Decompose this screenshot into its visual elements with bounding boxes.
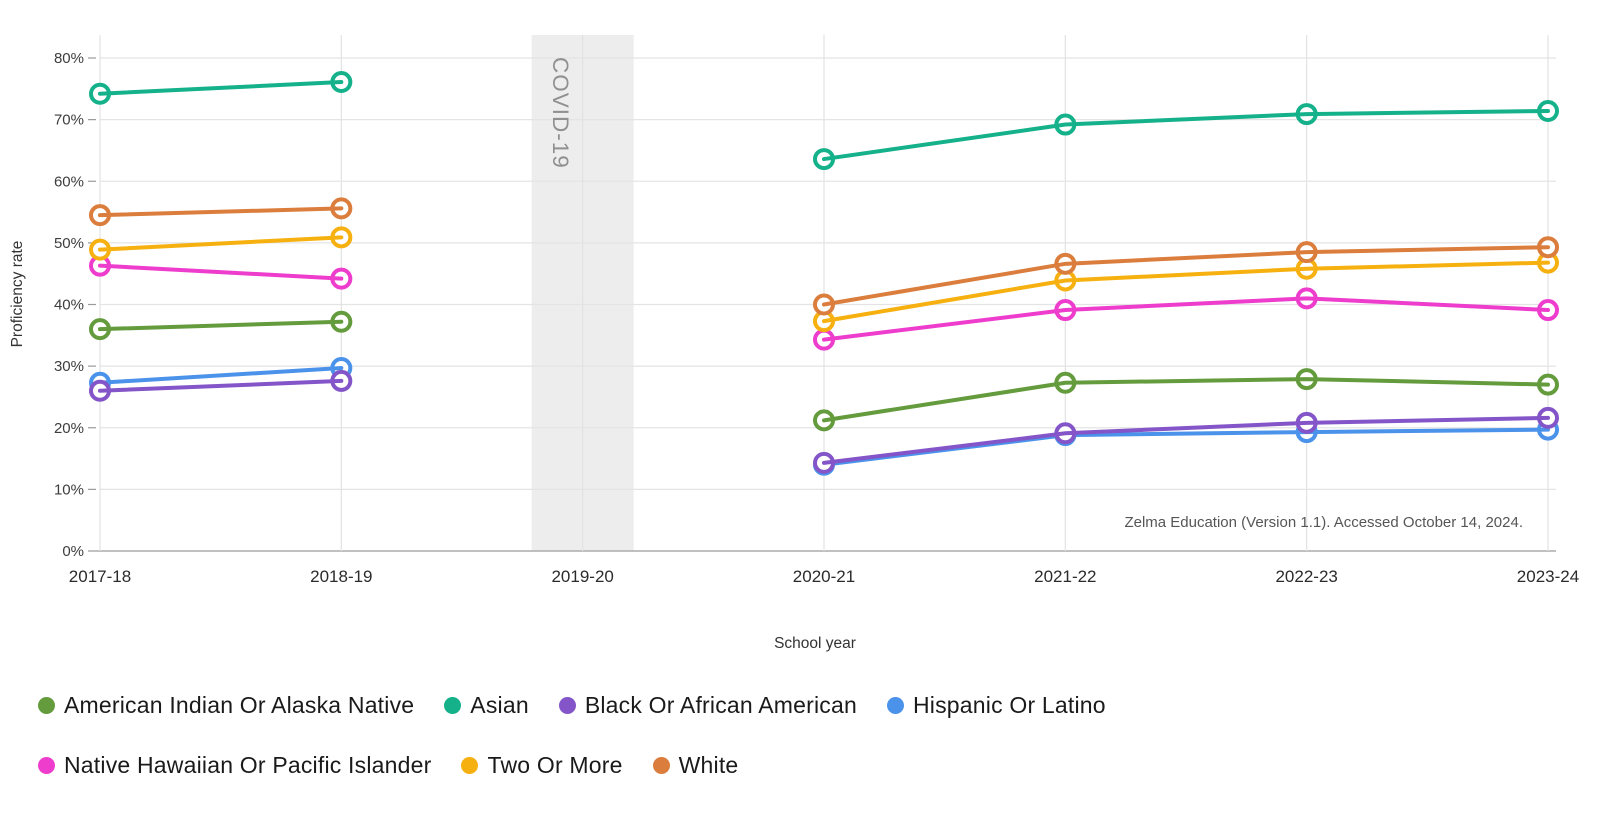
legend-label: American Indian Or Alaska Native [64,692,415,718]
legend-dot-icon [558,697,576,714]
y-axis-tick-label: 40% [54,297,84,314]
x-axis-tick-label: 2018-19 [310,567,372,586]
series-white [89,197,1559,316]
y-axis-tick-label: 30% [54,358,84,375]
series-line [822,377,1550,423]
series-two-or-more [89,226,1559,333]
legend-dot-icon [38,697,55,714]
series-native-hawaiian-or-pacific-islander [89,254,1559,351]
legend-dot-icon [38,757,55,774]
axis-ticks [88,57,96,552]
series-line [98,365,344,385]
x-axis-tick-label: 2017-18 [69,567,131,586]
proficiency-line-chart: COVID-19 0% 10% 20% 30% 40% 50% 60% 70% 80% 2017… [9,35,1579,652]
legend-dot-icon [886,697,904,714]
series-line [822,415,1550,465]
legend: American Indian Or Alaska Native Asian Bla… [38,692,1106,779]
y-axis-tick-label: 0% [62,543,84,560]
series-line [98,319,344,332]
legend-row: American Indian Or Alaska Native Asian Bla… [38,692,1106,719]
legend-item-hispanic-or-latino[interactable]: Hispanic Or Latino [886,692,1106,719]
series-line [98,378,344,393]
y-axis-title: Proficiency rate [9,241,26,348]
legend-label: Black Or African American [584,692,857,718]
y-axis-tick-label: 60% [54,173,84,190]
x-axis-tick-label: 2020-21 [793,567,855,586]
legend-item-native-hawaiian-or-pacific-islander[interactable]: Native Hawaiian Or Pacific Islander [38,752,431,779]
x-axis-tick-label: 2019-20 [551,567,613,586]
series-line [98,206,344,218]
y-axis-tick-label: 10% [54,481,84,498]
series-lines [89,71,1559,476]
legend-label: Native Hawaiian Or Pacific Islander [64,752,432,778]
legend-dot-icon [652,757,670,774]
legend-item-white[interactable]: White [652,752,739,779]
y-axis-tick-label: 70% [54,112,84,129]
legend-label: Asian [470,692,529,718]
x-axis-tick-label: 2021-22 [1034,567,1096,586]
y-axis-tick-label: 50% [54,235,84,252]
legend-label: Hispanic Or Latino [912,692,1106,718]
x-axis-tick-label: 2022-23 [1275,567,1337,586]
series-line [98,235,344,252]
series-line [822,108,1550,162]
legend-row: Native Hawaiian Or Pacific Islander Two O… [38,752,1106,779]
legend-item-black-or-african-american[interactable]: Black Or African American [558,692,857,719]
legend-dot-icon [444,697,462,714]
legend-item-american-indian-or-alaska-native[interactable]: American Indian Or Alaska Native [38,692,414,719]
series-line [822,260,1550,324]
series-line [822,427,1550,467]
y-axis-labels: 0% 10% 20% 30% 40% 50% 60% 70% 80% [54,50,84,560]
series-line [822,296,1550,342]
y-axis-tick-label: 80% [54,50,84,67]
series-line [98,263,344,281]
series-line [98,80,344,96]
source-attribution: Zelma Education (Version 1.1). Accessed … [1124,514,1523,531]
legend-label: Two Or More [487,752,623,778]
series-asian [89,71,1559,171]
legend-item-asian[interactable]: Asian [444,692,529,719]
x-axis-labels: 2017-18 2018-19 2019-20 2020-21 2021-22 2022-… [69,567,1579,586]
series-american-indian-or-alaska-native [89,310,1559,432]
x-axis-title: School year [774,635,856,652]
series-line [822,245,1550,307]
series-black-or-african-american [89,369,1559,474]
y-axis-tick-label: 20% [54,420,84,437]
legend-label: White [678,752,739,778]
legend-dot-icon [461,757,479,774]
x-axis-tick-label: 2023-24 [1517,567,1579,586]
covid-band-label: COVID-19 [548,57,573,169]
legend-item-two-or-more[interactable]: Two Or More [461,752,622,779]
